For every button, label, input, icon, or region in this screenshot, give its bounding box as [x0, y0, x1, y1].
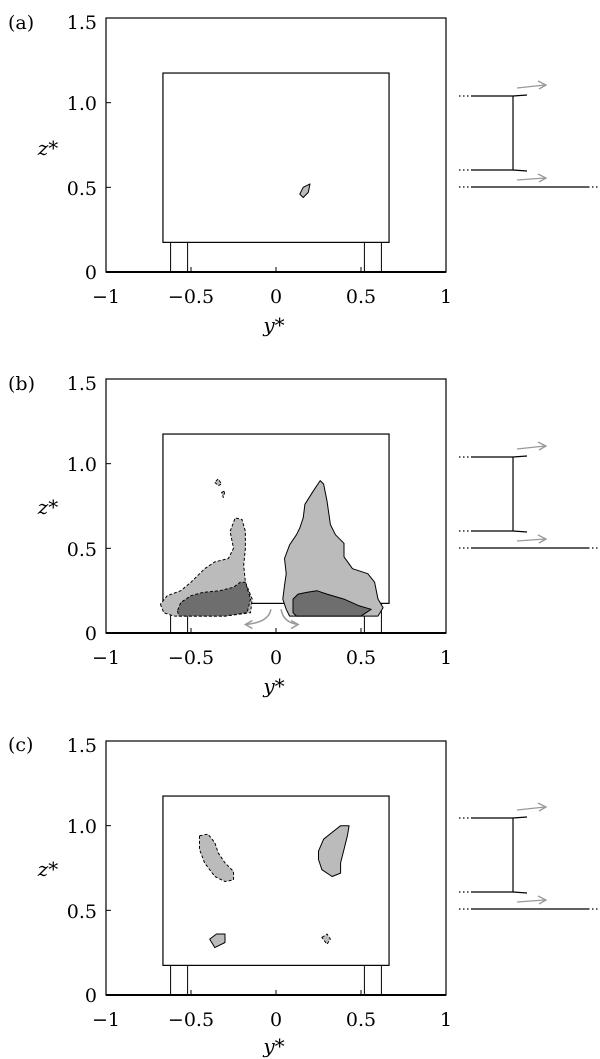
underbody-edge — [512, 169, 528, 172]
flow-arrow-head — [243, 619, 253, 630]
x-tick-label: −0.5 — [168, 647, 214, 669]
plot-area — [105, 378, 447, 634]
y-tick-label: 1.0 — [67, 454, 97, 476]
flow-arrow — [516, 84, 546, 89]
flow-arrow — [516, 899, 546, 903]
y-tick-label: 0.5 — [67, 178, 97, 200]
body-outline — [162, 433, 390, 604]
y-tick-label: 0 — [85, 262, 97, 284]
contour-region-light — [214, 478, 223, 487]
contour-region-light — [209, 933, 226, 949]
flow-arrow — [516, 538, 546, 542]
contour-region-light — [299, 183, 311, 198]
underbody-edge — [512, 891, 528, 894]
flow-arrow — [280, 609, 299, 626]
x-tick-label: 0.5 — [346, 1009, 376, 1031]
x-tick-label: −1 — [92, 1009, 120, 1031]
underbody-edge — [512, 530, 528, 533]
y-tick-label: 1.5 — [67, 735, 97, 757]
roof-edge — [512, 816, 528, 819]
flow-arrow-head — [537, 80, 548, 90]
panel-c: (c) 1.5 1.0 0.5 0 −1 −0.5 0 0.5 1 y* z* — [8, 734, 600, 1058]
roof-edge — [512, 455, 528, 458]
plot-frame — [105, 17, 447, 273]
x-tick-label: −0.5 — [168, 1009, 214, 1031]
body-outline — [162, 795, 390, 966]
x-tick-label: 0 — [270, 286, 282, 308]
flow-arrow — [245, 609, 272, 626]
body-outline — [162, 72, 390, 243]
x-axis-label: y* — [262, 674, 284, 698]
y-axis-label: z* — [37, 857, 59, 881]
contour-region-light — [199, 833, 234, 882]
contour-region-light — [318, 825, 350, 877]
flow-arrow-head — [537, 802, 548, 812]
y-tick-label: 1.5 — [67, 12, 97, 34]
flow-arrow-head — [537, 441, 548, 451]
flow-arrow — [516, 445, 546, 450]
panel-label: (b) — [8, 373, 35, 395]
x-tick-label: 0.5 — [346, 286, 376, 308]
x-tick-label: 0 — [270, 647, 282, 669]
contour-region-light — [282, 480, 384, 617]
x-tick-label: −1 — [92, 286, 120, 308]
flow-arrow — [516, 806, 546, 811]
profile-schematic — [459, 80, 600, 188]
flow-arrow-head — [290, 619, 300, 630]
y-tick-label: 0 — [85, 623, 97, 645]
flow-arrow-head — [537, 173, 548, 183]
x-tick-label: −1 — [92, 647, 120, 669]
panel-label: (a) — [8, 12, 34, 34]
x-tick-label: 0 — [270, 1009, 282, 1031]
roof-edge — [512, 94, 528, 97]
panel-a: (a) 1.5 1.0 0.5 0 −1 −0.5 0 0.5 1 y* z* — [8, 12, 600, 337]
y-tick-label: 0.5 — [67, 901, 97, 923]
flow-arrow — [516, 177, 546, 181]
plot-area — [105, 17, 447, 273]
x-tick-label: 1 — [440, 647, 452, 669]
plot-area — [105, 740, 447, 996]
flow-arrow-head — [537, 534, 548, 544]
x-tick-label: 1 — [440, 1009, 452, 1031]
contour-region-dark — [292, 590, 372, 617]
y-axis-label: z* — [37, 495, 59, 519]
plot-frame — [105, 378, 447, 634]
x-axis-label: y* — [262, 1034, 284, 1058]
y-tick-label: 0.5 — [67, 539, 97, 561]
profile-schematic — [459, 802, 600, 910]
y-tick-label: 1.0 — [67, 816, 97, 838]
y-tick-label: 1.5 — [67, 373, 97, 395]
y-axis-label: z* — [37, 136, 59, 160]
x-tick-label: 0.5 — [346, 647, 376, 669]
profile-schematic — [459, 441, 600, 549]
contour-region-light — [321, 933, 331, 945]
x-axis-label: y* — [262, 313, 284, 337]
panel-label: (c) — [8, 734, 33, 756]
plot-frame — [105, 740, 447, 996]
panel-b: (b) 1.5 1.0 0.5 0 −1 −0.5 0 0.5 1 y* z* — [8, 373, 600, 698]
contour-region-dark — [176, 581, 251, 617]
x-tick-label: −0.5 — [168, 286, 214, 308]
y-tick-label: 1.0 — [67, 93, 97, 115]
flow-arrow-head — [537, 895, 548, 905]
contour-region-light — [221, 490, 226, 498]
y-tick-label: 0 — [85, 985, 97, 1007]
x-tick-label: 1 — [440, 286, 452, 308]
